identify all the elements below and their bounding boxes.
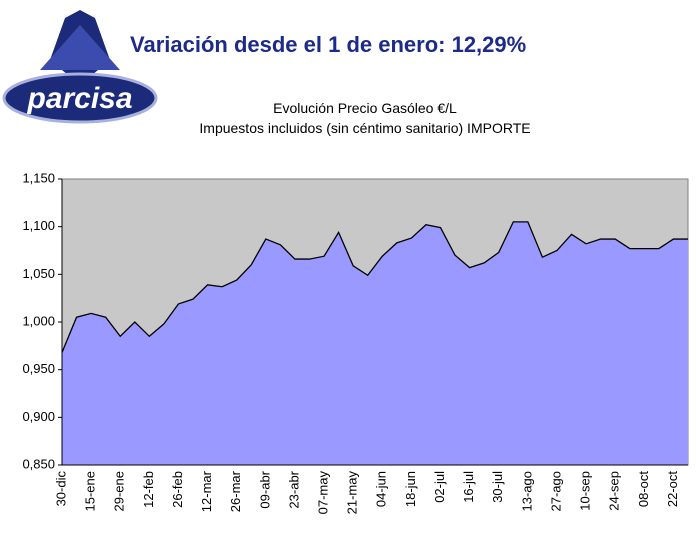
y-tick-label: 1,050 bbox=[22, 266, 55, 281]
y-tick-label: 0,950 bbox=[22, 361, 55, 376]
x-tick-label: 10-sep bbox=[578, 471, 593, 511]
x-tick-label: 30-jul bbox=[490, 471, 505, 503]
page-title: Variación desde el 1 de enero: 12,29% bbox=[130, 32, 526, 57]
x-tick-label: 16-jul bbox=[461, 471, 476, 503]
line bbox=[61, 221, 688, 353]
x-tick-label: 22-oct bbox=[665, 471, 680, 508]
logo-text: parcisa bbox=[26, 82, 132, 115]
x-tick-label: 18-jun bbox=[403, 471, 418, 507]
x-tick-label: 13-ago bbox=[519, 471, 534, 511]
x-tick-label: 23-abr bbox=[286, 470, 301, 508]
x-tick-label: 26-feb bbox=[170, 471, 185, 508]
x-tick-label: 07-may bbox=[315, 471, 330, 515]
x-tick-label: 24-sep bbox=[607, 471, 622, 511]
x-tick-label: 15-ene bbox=[83, 471, 98, 511]
chart-subtitle: Impuestos incluidos (sin céntimo sanitar… bbox=[199, 120, 530, 136]
y-tick-label: 1,100 bbox=[22, 218, 55, 233]
x-tick-label: 04-jun bbox=[374, 471, 389, 507]
y-tick-label: 1,150 bbox=[22, 170, 55, 185]
x-tick-label: 21-may bbox=[345, 471, 360, 515]
chart-title: Evolución Precio Gasóleo €/L bbox=[273, 100, 457, 116]
y-tick-label: 0,850 bbox=[22, 456, 55, 471]
eagle-wing bbox=[40, 25, 120, 70]
x-tick-label: 12-feb bbox=[141, 471, 156, 508]
x-tick-label: 29-ene bbox=[112, 471, 127, 511]
logo-ellipse bbox=[2, 72, 158, 124]
y-tick-label: 0,900 bbox=[22, 409, 55, 424]
x-tick-label: 26-mar bbox=[228, 470, 243, 512]
x-tick-label: 12-mar bbox=[199, 470, 214, 512]
x-tick-label: 02-jul bbox=[432, 471, 447, 503]
x-tick-label: 08-oct bbox=[636, 471, 651, 508]
x-tick-label: 27-ago bbox=[548, 471, 563, 511]
logo: parcisa bbox=[2, 10, 158, 124]
area bbox=[62, 221, 688, 465]
y-tick-label: 1,000 bbox=[22, 313, 55, 328]
x-tick-label: 30-dic bbox=[53, 471, 68, 507]
x-tick-label: 09-abr bbox=[257, 470, 272, 508]
